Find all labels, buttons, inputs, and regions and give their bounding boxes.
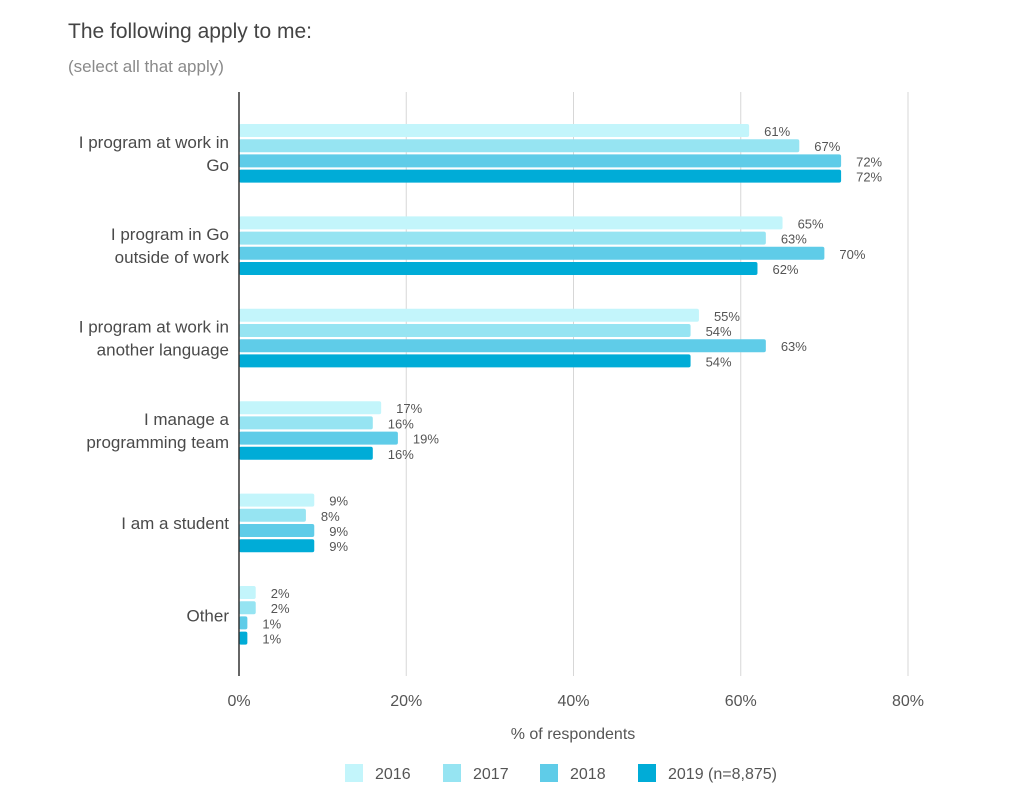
legend-swatch (638, 764, 656, 782)
x-tick-label: 40% (557, 693, 589, 710)
data-label: 16% (388, 447, 414, 462)
data-label: 2% (271, 586, 290, 601)
data-label: 61% (764, 124, 790, 139)
x-axis-label: % of respondents (511, 726, 636, 743)
bar (239, 616, 248, 630)
bar (239, 216, 783, 230)
legend-swatch (540, 764, 558, 782)
data-label: 72% (856, 154, 882, 169)
bar (239, 446, 373, 460)
category-label: another language (97, 341, 229, 360)
category-label: Other (186, 606, 229, 625)
data-label: 67% (814, 139, 840, 154)
data-label: 16% (388, 416, 414, 431)
data-label: 9% (329, 524, 348, 539)
bar (239, 524, 315, 537)
bar (239, 154, 842, 168)
legend-label: 2016 (375, 766, 411, 783)
bar (239, 124, 750, 137)
data-label: 2% (271, 601, 290, 616)
data-label: 17% (396, 401, 422, 416)
bar (239, 324, 691, 337)
data-label: 54% (706, 354, 732, 369)
legend-label: 2018 (570, 766, 606, 783)
bar (239, 231, 766, 245)
category-label: outside of work (115, 248, 230, 267)
bar (239, 401, 382, 415)
legend-label: 2019 (n=8,875) (668, 766, 777, 783)
x-tick-label: 0% (227, 693, 250, 710)
chart-title: The following apply to me: (68, 20, 312, 43)
category-label: I program at work in (79, 133, 229, 152)
data-label: 8% (321, 509, 340, 524)
bar (239, 508, 306, 522)
category-label: I program in Go (111, 225, 229, 244)
legend-swatch (443, 764, 461, 782)
x-tick-label: 80% (892, 693, 924, 710)
data-label: 63% (781, 339, 807, 354)
bar (239, 493, 315, 507)
x-tick-label: 20% (390, 693, 422, 710)
data-label: 63% (781, 232, 807, 247)
bar (239, 431, 398, 445)
bar (239, 539, 315, 553)
bar (239, 601, 256, 615)
data-label: 55% (714, 309, 740, 324)
data-label: 9% (329, 539, 348, 554)
data-label: 9% (329, 494, 348, 509)
bar (239, 246, 825, 260)
data-label: 65% (798, 216, 824, 231)
bar (239, 416, 373, 430)
data-label: 19% (413, 432, 439, 447)
bar (239, 308, 699, 322)
bar (239, 339, 766, 353)
category-label: Go (206, 156, 229, 175)
chart-subtitle: (select all that apply) (68, 57, 224, 76)
bar (239, 169, 842, 183)
x-tick-label: 60% (725, 693, 757, 710)
data-label: 1% (262, 632, 281, 647)
bar (239, 631, 248, 645)
data-label: 70% (839, 247, 865, 262)
data-label: 1% (262, 616, 281, 631)
category-label: I manage a (144, 410, 230, 429)
category-label: programming team (86, 433, 229, 452)
bar (239, 586, 256, 599)
data-label: 54% (706, 324, 732, 339)
category-label: I program at work in (79, 318, 229, 337)
legend-label: 2017 (473, 766, 509, 783)
category-label: I am a student (121, 514, 229, 533)
data-label: 62% (772, 262, 798, 277)
bar (239, 262, 758, 275)
bar (239, 139, 800, 153)
data-label: 72% (856, 170, 882, 185)
bar (239, 354, 691, 368)
legend-swatch (345, 764, 363, 782)
